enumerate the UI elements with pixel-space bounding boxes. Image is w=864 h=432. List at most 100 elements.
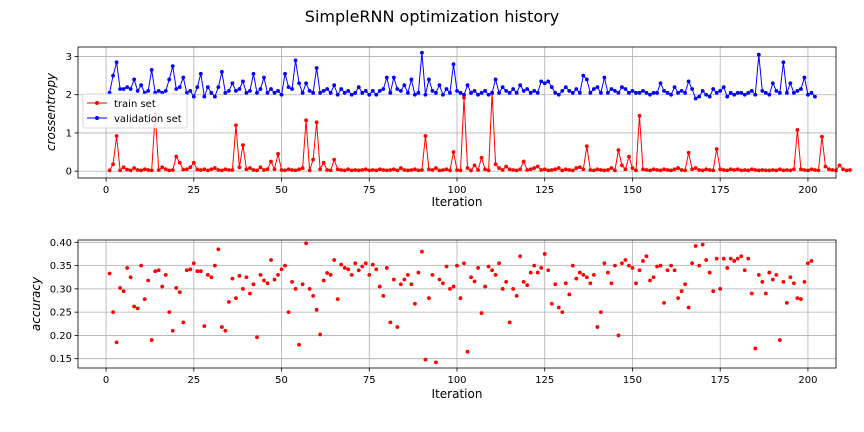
data-point [784,300,789,305]
data-point [241,79,245,84]
data-point [528,167,533,172]
data-point [560,310,565,315]
data-point [234,296,238,301]
data-point [739,90,744,95]
data-point [314,307,319,312]
data-point [672,167,677,172]
data-point [806,92,810,97]
data-point [570,90,575,95]
data-point [455,263,459,268]
data-point [809,90,814,95]
data-point [721,85,726,89]
data-point [441,168,445,172]
data-point [370,262,375,267]
data-point [156,168,161,172]
data-point [135,168,140,172]
data-point [448,90,452,95]
data-point [760,168,765,172]
data-point [212,94,217,99]
x-tick-label: 125 [535,375,554,386]
data-point [609,281,614,286]
data-point [848,168,852,172]
data-point [167,77,172,82]
data-point [363,261,368,266]
data-point [556,305,561,310]
data-point [448,168,452,173]
data-point [777,167,782,172]
data-point [107,271,112,276]
data-point [756,52,761,57]
x-tick-label: 200 [798,375,817,386]
data-point [542,252,547,256]
data-point [125,85,130,89]
data-point [591,168,596,173]
data-point [546,79,551,84]
data-point [223,167,228,172]
data-point [437,168,442,173]
data-point [714,147,719,151]
data-point [676,90,680,95]
data-point [739,168,744,173]
data-point [248,166,252,170]
data-point [181,75,186,80]
data-point [511,87,516,91]
data-point [588,168,593,172]
data-point [476,92,480,97]
data-point [132,77,137,82]
data-point [493,273,498,277]
data-point [591,87,596,91]
data-point [683,282,687,287]
data-point [248,89,252,93]
data-point [725,266,730,270]
data-point [444,167,449,172]
data-point [507,320,512,325]
data-point [212,166,217,170]
data-point [535,164,540,169]
data-point [276,89,280,93]
data-point [486,264,491,269]
y-tick-label: 0.15 [50,354,72,365]
data-point [412,301,417,306]
data-point [412,167,417,172]
data-point [609,87,614,91]
data-point [616,333,621,338]
data-point [704,258,709,262]
data-point [753,168,758,172]
data-point [521,159,526,164]
data-point [598,310,603,315]
data-point [391,75,396,80]
data-point [170,64,175,68]
data-point [434,166,438,170]
data-point [202,324,207,329]
data-point [504,89,509,93]
data-point [448,286,452,291]
data-point [620,261,624,266]
data-point [802,75,807,80]
data-point [398,282,403,287]
data-point [802,279,807,284]
data-point [342,168,347,173]
data-point [763,90,768,95]
data-point [528,90,533,95]
data-point [539,79,544,84]
data-point [307,168,312,173]
data-point [167,310,172,315]
data-point [325,271,330,275]
data-point [581,273,586,277]
data-point [641,259,645,263]
data-point [381,168,386,172]
data-point [472,163,477,168]
data-point [311,293,316,298]
data-point [532,166,537,170]
data-point [767,270,772,275]
data-point [163,167,168,172]
data-point [367,168,372,173]
data-point [342,266,347,270]
crossentropy-panel: 0 25 50 75 100 125 150 175 200 0 1 2 3 Iteration cro… [44,46,852,209]
data-point [181,320,186,325]
data-point [721,168,726,172]
data-point [230,276,235,281]
data-point [662,300,666,305]
data-point [514,293,519,298]
x-tick-label: 0 [103,375,109,386]
